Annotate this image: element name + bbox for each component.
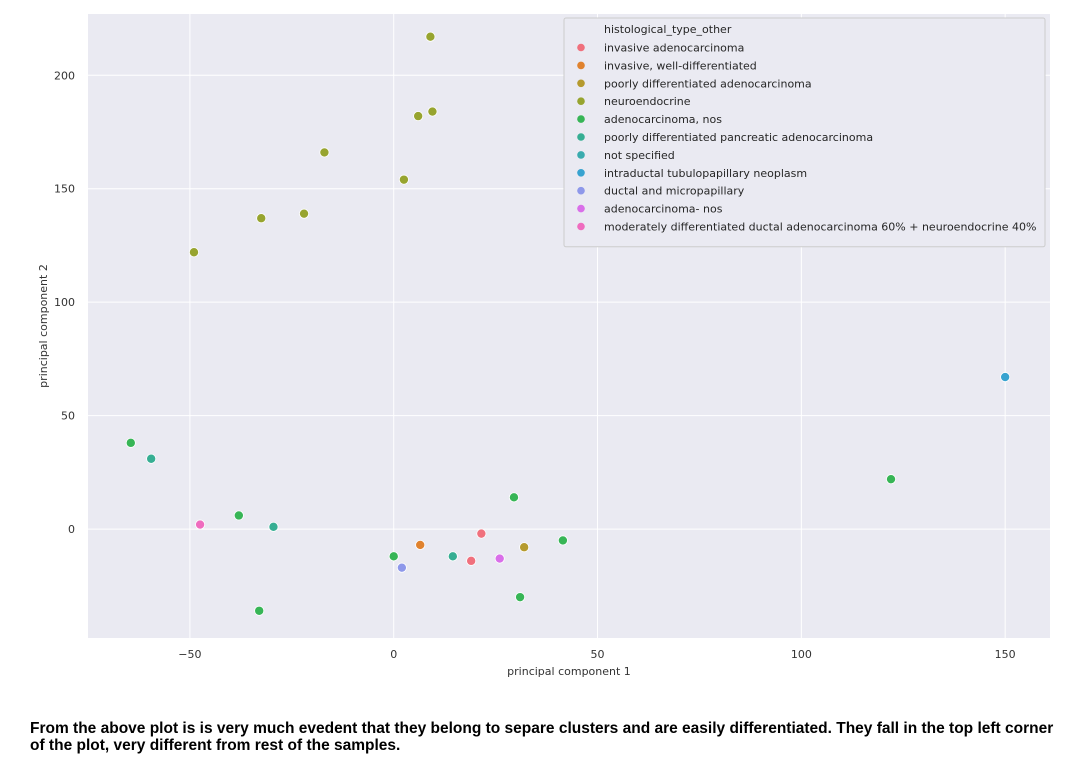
legend-marker <box>577 133 585 141</box>
legend-label: invasive adenocarcinoma <box>604 42 744 55</box>
data-point <box>886 474 897 485</box>
data-point <box>254 605 265 616</box>
legend-box <box>563 17 1046 248</box>
x-tick-label: 50 <box>591 648 605 661</box>
data-point <box>398 174 409 185</box>
x-tick-label: 0 <box>390 648 397 661</box>
data-point <box>1000 372 1011 383</box>
legend-marker <box>577 204 585 213</box>
legend-items: invasive adenocarcinoma invasive, well-di… <box>577 42 1036 234</box>
x-axis-ticks: −50 0 50 100 150 <box>178 648 1015 661</box>
data-point <box>515 592 526 603</box>
legend-label: poorly differentiated adenocarcinoma <box>604 77 812 90</box>
data-point <box>268 521 279 532</box>
y-tick-label: 50 <box>61 410 75 423</box>
data-point <box>125 437 136 448</box>
data-point <box>425 31 436 42</box>
legend-label: ductal and micropapillary <box>604 185 745 198</box>
data-point <box>319 147 330 158</box>
data-point <box>299 208 310 219</box>
data-point <box>447 551 458 562</box>
legend-marker <box>577 97 585 105</box>
legend-label: moderately differentiated ductal adenoca… <box>604 221 1036 234</box>
legend-label: invasive, well-differentiated <box>604 59 757 72</box>
legend-label: neuroendocrine <box>604 95 691 108</box>
legend-title: histological_type_other <box>604 23 732 36</box>
x-tick-label: −50 <box>178 648 201 661</box>
caption-text: From the above plot is is very much eved… <box>30 720 1054 754</box>
data-point <box>476 528 487 539</box>
data-point <box>508 492 519 503</box>
data-point <box>557 535 568 546</box>
legend-marker <box>577 169 585 177</box>
data-point <box>233 510 244 521</box>
x-tick-label: 100 <box>791 648 812 661</box>
data-point <box>466 555 477 566</box>
data-point <box>519 542 530 553</box>
legend-label: adenocarcinoma- nos <box>604 203 723 216</box>
data-points <box>125 31 1011 616</box>
data-point <box>388 551 399 562</box>
legend-marker <box>577 186 585 195</box>
legend-marker <box>577 115 585 123</box>
y-tick-label: 200 <box>54 69 75 82</box>
y-tick-label: 150 <box>54 183 75 196</box>
legend-marker <box>577 61 585 70</box>
data-point <box>494 553 505 564</box>
scatter-chart: −50 0 50 100 150 0 50 100 150 200 principal comp… <box>37 14 1050 678</box>
data-point <box>413 111 424 122</box>
legend-marker <box>577 43 585 52</box>
legend-marker <box>577 151 585 159</box>
y-tick-label: 100 <box>54 296 75 309</box>
data-point <box>256 213 267 224</box>
y-axis-ticks: 0 50 100 150 200 <box>54 69 75 536</box>
legend-label: intraductal tubulopapillary neoplasm <box>604 167 807 180</box>
legend-label: not specified <box>604 149 675 162</box>
data-point <box>427 106 438 117</box>
legend: histological_type_other invasive adenoca… <box>563 17 1046 248</box>
y-axis-label: principal component 2 <box>37 264 50 388</box>
data-point <box>396 562 407 573</box>
data-point <box>415 539 426 550</box>
data-point <box>188 247 199 258</box>
legend-marker <box>577 79 585 88</box>
data-point <box>146 453 157 464</box>
legend-label: poorly differentiated pancreatic adenoca… <box>604 131 873 144</box>
data-point <box>195 519 206 530</box>
legend-marker <box>577 222 585 231</box>
x-tick-label: 150 <box>995 648 1016 661</box>
legend-label: adenocarcinoma, nos <box>604 113 722 126</box>
y-tick-label: 0 <box>68 523 75 536</box>
x-axis-label: principal component 1 <box>507 665 631 678</box>
